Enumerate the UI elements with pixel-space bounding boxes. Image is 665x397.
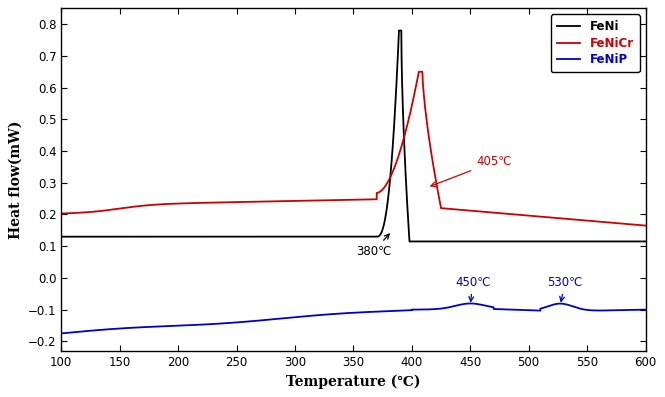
- FeNiP: [467, 301, 475, 306]
- FeNiP: [642, 307, 650, 312]
- FeNi: [602, 239, 610, 244]
- FeNi: [295, 234, 303, 239]
- Text: 405℃: 405℃: [431, 155, 511, 187]
- FeNi: [543, 239, 551, 244]
- FeNiCr: [352, 197, 360, 202]
- Line: FeNiCr: FeNiCr: [61, 72, 646, 225]
- FeNi: [406, 239, 414, 244]
- Line: FeNi: FeNi: [61, 31, 646, 241]
- X-axis label: Temperature (℃): Temperature (℃): [286, 374, 421, 389]
- FeNiCr: [162, 202, 170, 206]
- FeNiP: [191, 322, 199, 327]
- Text: 530℃: 530℃: [547, 276, 583, 301]
- FeNiCr: [90, 209, 98, 214]
- FeNiP: [75, 330, 83, 334]
- FeNi: [86, 234, 94, 239]
- FeNiCr: [57, 211, 65, 216]
- FeNiP: [57, 331, 65, 336]
- FeNi: [594, 239, 602, 244]
- FeNi: [395, 28, 403, 33]
- FeNiP: [568, 304, 576, 308]
- Text: 450℃: 450℃: [455, 276, 491, 301]
- Line: FeNiP: FeNiP: [61, 303, 646, 333]
- FeNiP: [339, 311, 347, 316]
- FeNiCr: [405, 116, 413, 121]
- FeNiP: [355, 310, 363, 315]
- Text: 380℃: 380℃: [356, 234, 391, 258]
- FeNiP: [569, 304, 577, 309]
- FeNiCr: [415, 69, 423, 74]
- FeNiCr: [442, 206, 450, 211]
- FeNi: [642, 239, 650, 244]
- Y-axis label: Heat flow(mW): Heat flow(mW): [9, 120, 23, 239]
- FeNi: [57, 234, 65, 239]
- FeNi: [78, 234, 86, 239]
- FeNiCr: [543, 215, 551, 220]
- Legend: FeNi, FeNiCr, FeNiP: FeNi, FeNiCr, FeNiP: [551, 14, 640, 72]
- FeNiCr: [642, 223, 650, 228]
